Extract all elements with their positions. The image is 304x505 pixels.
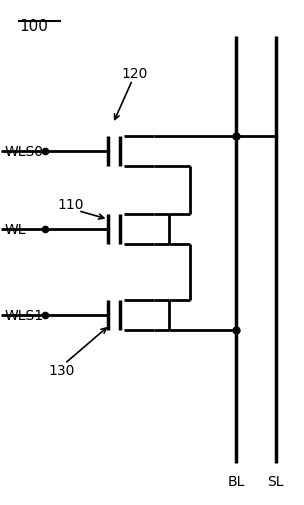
Text: WLS1: WLS1 — [4, 308, 43, 322]
Text: WLS0: WLS0 — [4, 145, 43, 159]
Text: 100: 100 — [19, 19, 48, 34]
Text: SL: SL — [267, 474, 284, 488]
Text: WL: WL — [4, 223, 26, 237]
Text: 110: 110 — [57, 198, 84, 212]
Text: BL: BL — [228, 474, 245, 488]
Text: 130: 130 — [48, 364, 74, 378]
Text: 120: 120 — [122, 67, 148, 81]
